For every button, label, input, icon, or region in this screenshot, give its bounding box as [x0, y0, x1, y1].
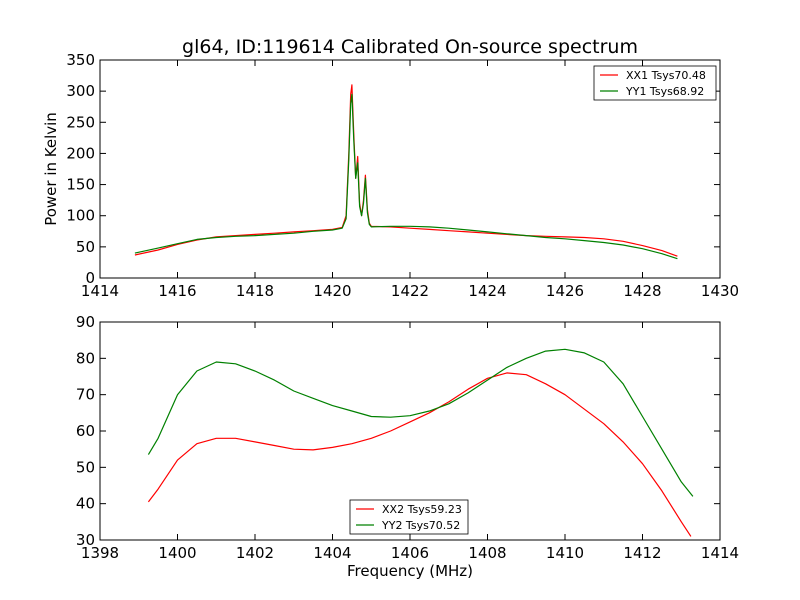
- y-tick-label: 150: [66, 176, 95, 194]
- legend-box: [349, 499, 469, 535]
- x-tick-label: 1428: [623, 282, 661, 300]
- y-tick-label: 80: [76, 349, 95, 367]
- top-panel: 1414 1416 1418 1420 1422 1424 1426 1428 1430 0 50 1…: [66, 51, 739, 300]
- y-tick-label: 90: [76, 313, 95, 331]
- y-tick-label: 200: [66, 144, 95, 162]
- y-tick-label: 50: [76, 458, 95, 476]
- x-tick-label: 1424: [468, 282, 506, 300]
- y-tick-label: 300: [66, 82, 95, 100]
- y-tick-label: 50: [76, 238, 95, 256]
- series-line-yy: [134, 93, 678, 260]
- top-y-axis-label: Power in Kelvin: [42, 112, 60, 226]
- y-tick-label: 350: [66, 51, 95, 69]
- x-tick-label: 1398: [81, 544, 119, 562]
- bottom-x-axis-label: Frequency (MHz): [347, 562, 473, 580]
- x-tick-label: 1404: [313, 544, 351, 562]
- x-tick-label: 1426: [546, 282, 584, 300]
- series-line-yy: [147, 348, 694, 497]
- legend: XX1 Tsys70.48 YY1 Tsys68.92: [593, 65, 717, 101]
- x-tick-label: 1420: [313, 282, 351, 300]
- x-tick-label: 1400: [158, 544, 196, 562]
- y-tick-label: 40: [76, 495, 95, 513]
- x-tick-label: 1414: [701, 544, 739, 562]
- legend-entry: YY2 Tsys70.52: [381, 519, 460, 532]
- legend-entry: XX2 Tsys59.23: [382, 503, 462, 516]
- chart-title: gl64, ID:119614 Calibrated On-source spe…: [182, 36, 638, 58]
- y-tick-label: 0: [85, 269, 95, 287]
- y-tick-label: 60: [76, 422, 95, 440]
- y-tick-label: 250: [66, 113, 95, 131]
- x-tick-label: 1414: [81, 282, 119, 300]
- x-tick-label: 1402: [236, 544, 274, 562]
- x-tick-label: 1406: [391, 544, 429, 562]
- legend-entry: YY1 Tsys68.92: [625, 85, 704, 98]
- x-tick-label: 1416: [158, 282, 196, 300]
- y-tick-label: 30: [76, 531, 95, 549]
- x-tick-label: 1430: [701, 282, 739, 300]
- x-tick-label: 1418: [236, 282, 274, 300]
- x-tick-label: 1410: [546, 544, 584, 562]
- x-tick-label: 1412: [623, 544, 661, 562]
- legend-entry: XX1 Tsys70.48: [626, 69, 706, 82]
- series-line-xx: [147, 372, 692, 537]
- legend-box: [593, 65, 717, 101]
- x-tick-label: 1422: [391, 282, 429, 300]
- bottom-panel: 1398 1400 1402 1404 1406 1408 1410 1412 1414 30 40…: [76, 313, 739, 562]
- y-tick-label: 100: [66, 207, 95, 225]
- legend: XX2 Tsys59.23 YY2 Tsys70.52: [349, 499, 469, 535]
- x-tick-label: 1408: [468, 544, 506, 562]
- y-tick-label: 70: [76, 386, 95, 404]
